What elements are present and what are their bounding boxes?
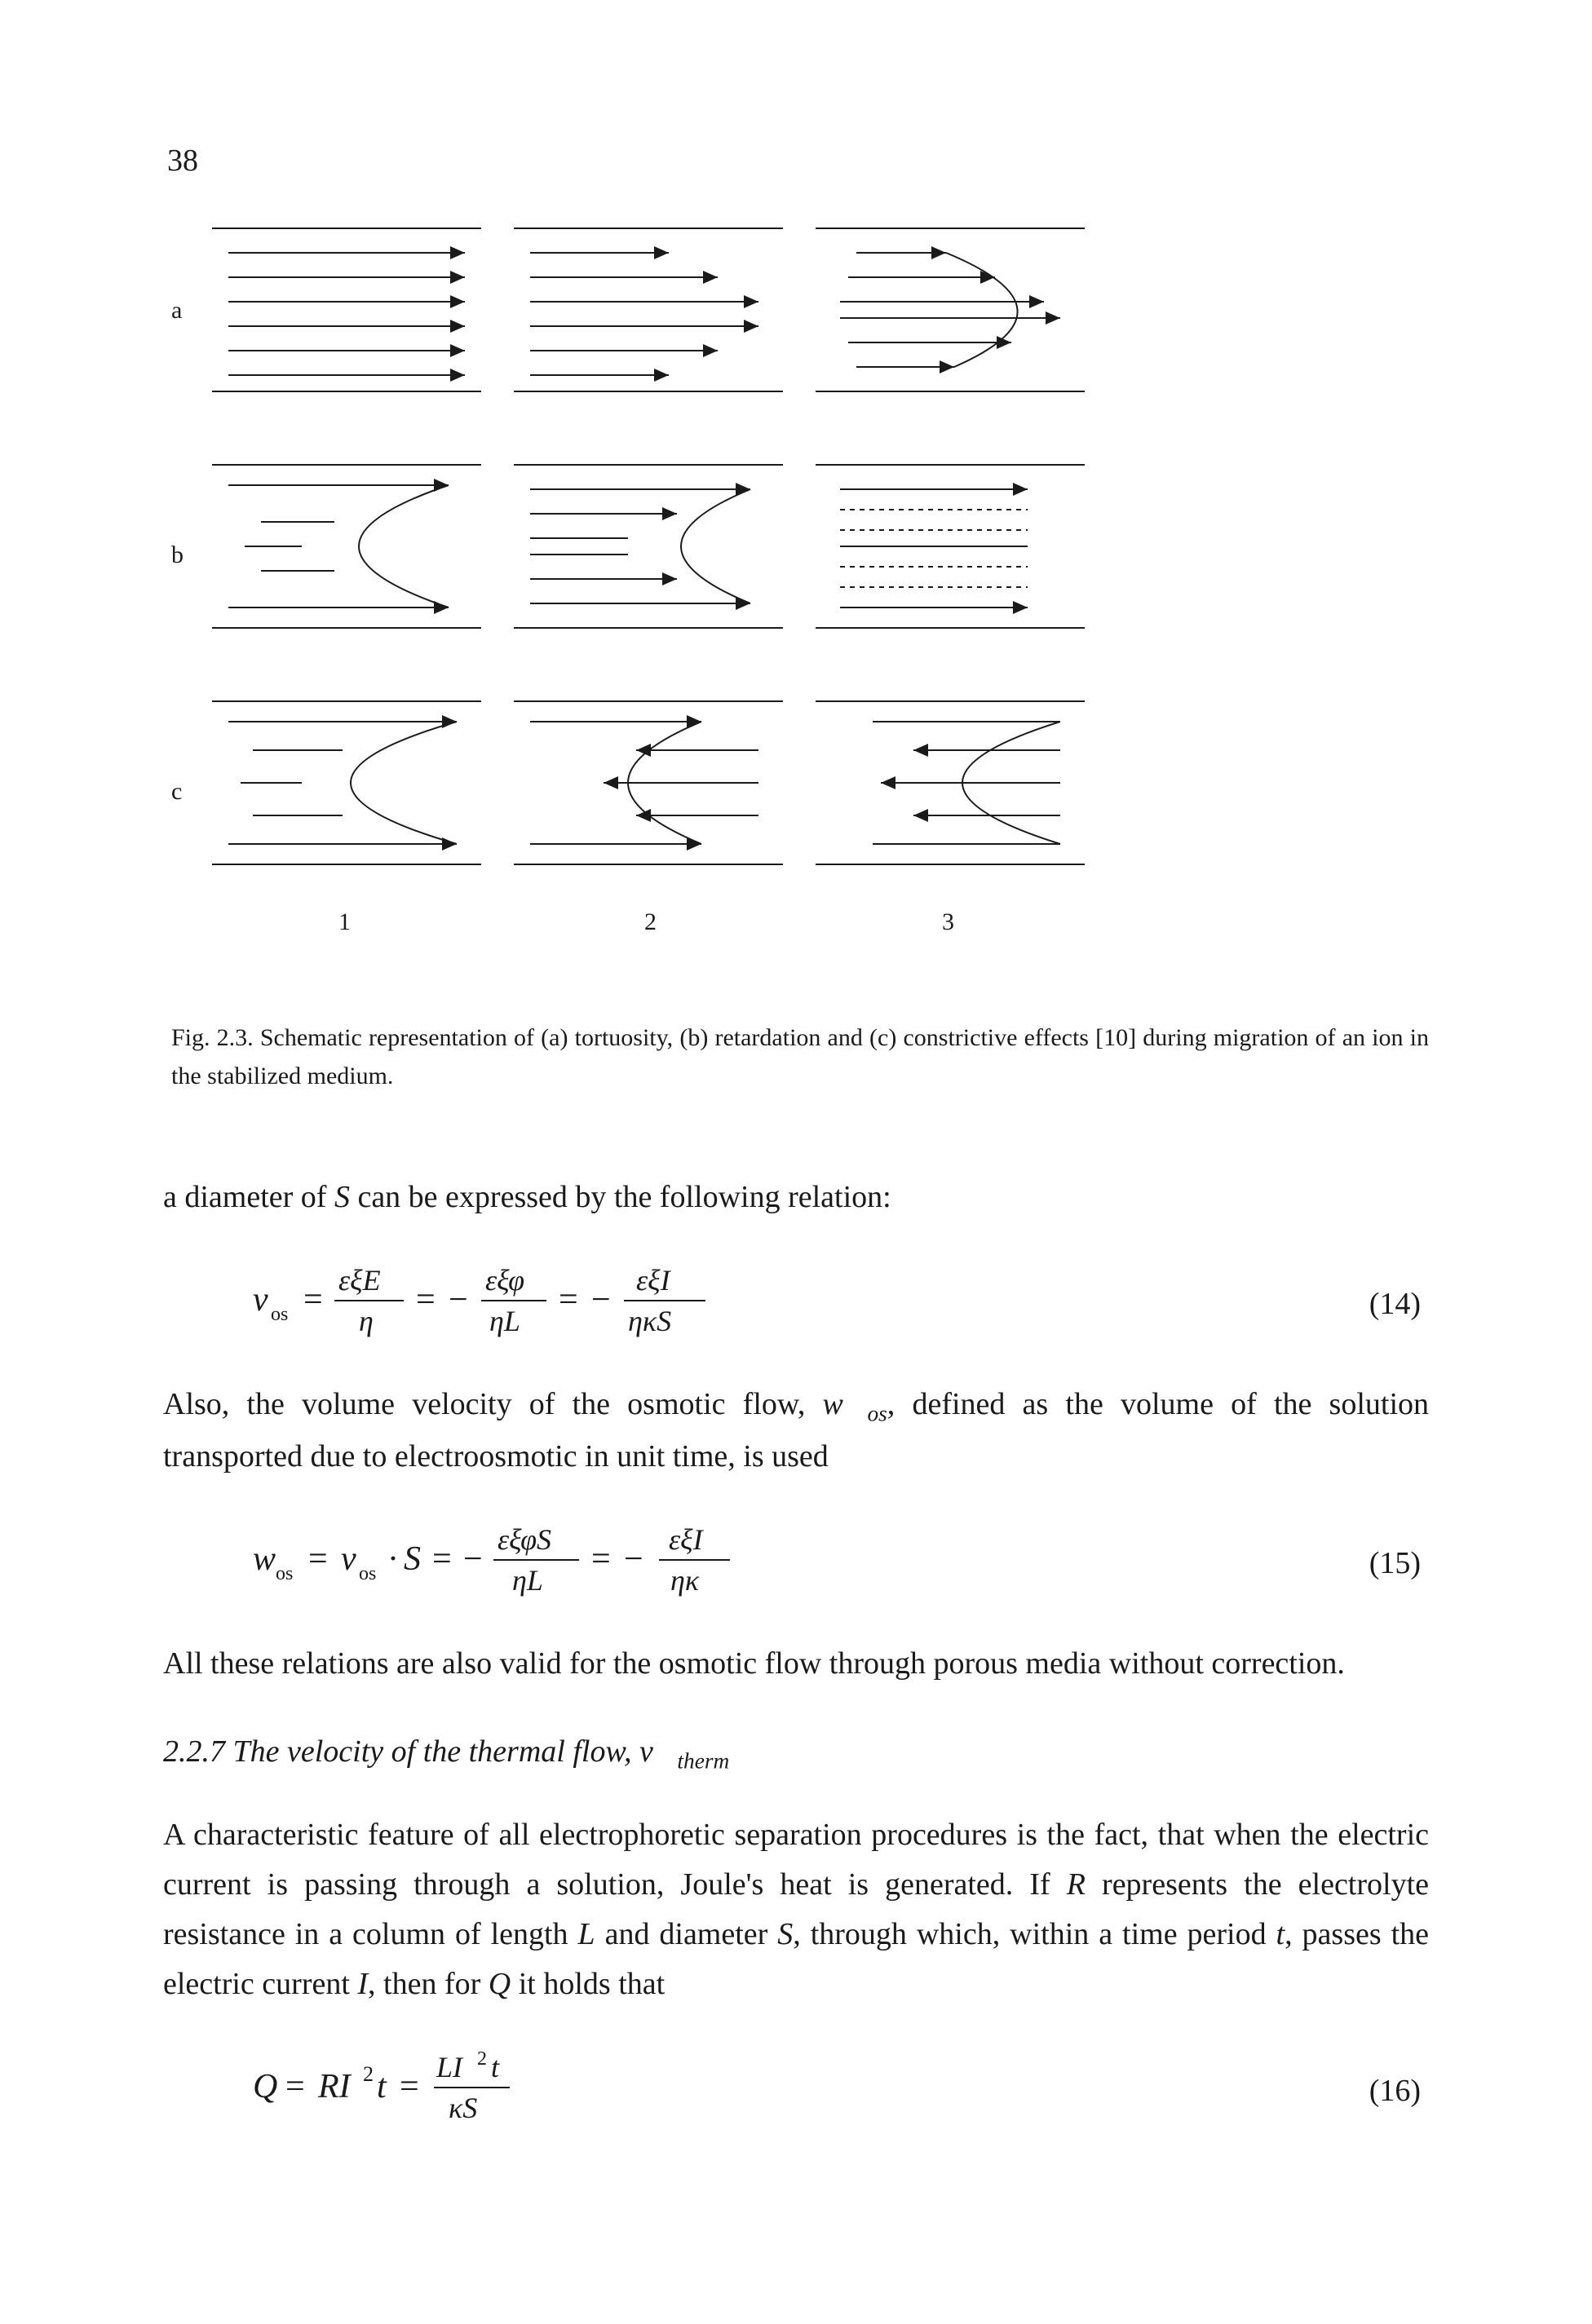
row-c <box>212 701 1085 864</box>
svg-text:ηL: ηL <box>512 1564 543 1597</box>
paragraph-pre-eq16: A characteristic feature of all electrop… <box>163 1810 1429 2008</box>
row-label-b: b <box>171 541 184 568</box>
svg-text:εξE⃗: εξE⃗ <box>338 1264 404 1297</box>
text: a diameter of <box>163 1180 334 1214</box>
svg-text:os: os <box>271 1304 288 1325</box>
section-2-2-7-heading: 2.2.7 The velocity of the thermal flow, … <box>163 1734 1429 1774</box>
svg-text:κS: κS <box>449 2092 477 2124</box>
eq16-number: (16) <box>1369 2073 1421 2109</box>
var-t: t <box>1276 1917 1285 1951</box>
row-b <box>212 465 1085 628</box>
svg-text:os: os <box>276 1563 293 1584</box>
svg-text:εξφ: εξφ <box>485 1264 524 1297</box>
figure-caption: Fig. 2.3. Schematic representation of (a… <box>171 1019 1429 1095</box>
svg-text:ηL: ηL <box>489 1305 520 1337</box>
svg-text:=: = <box>308 1540 328 1578</box>
figure-2-3: a <box>171 220 1429 1095</box>
svg-text:t: t <box>377 2068 387 2105</box>
text: it holds that <box>511 1967 665 2001</box>
svg-text:=: = <box>432 1540 452 1578</box>
svg-text:=: = <box>400 2068 419 2105</box>
col-label-1: 1 <box>338 908 351 935</box>
var-S: S <box>334 1180 350 1214</box>
text: Also, the volume velocity of the osmotic… <box>163 1387 823 1421</box>
svg-text:−: − <box>624 1540 643 1578</box>
figure-2-3-svg: a <box>171 220 1085 979</box>
svg-text:=: = <box>559 1281 578 1319</box>
var-I: I <box>357 1967 368 2001</box>
svg-text:−: − <box>449 1281 468 1319</box>
var-vtherm: v⃗therm <box>639 1734 729 1769</box>
row-label-c: c <box>171 778 182 805</box>
paragraph-pre-eq15: Also, the volume velocity of the osmotic… <box>163 1380 1429 1482</box>
svg-text:=: = <box>303 1281 323 1319</box>
eq15-svg: w⃗ os = v⃗ os · S = − εξφS ηL = − εξI <box>253 1513 873 1610</box>
svg-text:−: − <box>463 1540 483 1578</box>
var-Q: Q <box>489 1967 511 2001</box>
var-wos: w⃗os <box>823 1387 887 1421</box>
paragraph-post-eq15: All these relations are also valid for t… <box>163 1639 1429 1689</box>
text: , then for <box>368 1967 489 2001</box>
eq14-number: (14) <box>1369 1286 1421 1322</box>
svg-text:η: η <box>359 1305 374 1337</box>
svg-text:−: − <box>591 1281 611 1319</box>
text: and diameter <box>595 1917 778 1951</box>
svg-text:εξI: εξI <box>669 1523 705 1556</box>
text: can be expressed by the following relati… <box>350 1180 891 1214</box>
col-label-3: 3 <box>942 908 954 935</box>
eq16-svg: Q = RI 2 t = LI 2 t κS <box>253 2040 677 2138</box>
svg-text:=: = <box>416 1281 436 1319</box>
var-L: L <box>578 1917 595 1951</box>
paragraph-pre-eq14: a diameter of S can be expressed by the … <box>163 1173 1429 1222</box>
svg-text:·: · <box>387 1540 399 1578</box>
svg-text:Q: Q <box>253 2068 277 2105</box>
equation-15: w⃗ os = v⃗ os · S = − εξφS ηL = − εξI <box>163 1513 1429 1615</box>
col-label-2: 2 <box>644 908 657 935</box>
eq14-svg: v⃗ os = εξE⃗ η = − εξφ ηL = − εξI <box>253 1253 824 1351</box>
svg-text:t: t <box>491 2051 500 2083</box>
svg-text:εξI: εξI <box>636 1264 672 1297</box>
svg-text:2: 2 <box>477 2048 487 2070</box>
row-label-a: a <box>171 297 182 324</box>
svg-text:os: os <box>359 1563 376 1584</box>
page: 38 a <box>0 0 1592 2324</box>
svg-text:=: = <box>285 2068 305 2105</box>
page-number: 38 <box>167 143 198 179</box>
var-S2: S <box>777 1917 793 1951</box>
var-R: R <box>1067 1867 1086 1902</box>
equation-14: v⃗ os = εξE⃗ η = − εξφ ηL = − εξI <box>163 1253 1429 1355</box>
eq15-number: (15) <box>1369 1545 1421 1581</box>
svg-text:LI: LI <box>436 2051 464 2083</box>
svg-text:εξφS: εξφS <box>498 1523 551 1556</box>
svg-text:ηκ: ηκ <box>670 1564 700 1597</box>
row-a <box>212 228 1085 391</box>
heading-text: 2.2.7 The velocity of the thermal flow, <box>163 1734 639 1769</box>
svg-text:S: S <box>404 1540 421 1578</box>
svg-text:ηκS: ηκS <box>628 1305 671 1337</box>
svg-text:2: 2 <box>363 2062 374 2086</box>
svg-text:=: = <box>591 1540 611 1578</box>
svg-text:RI: RI <box>317 2068 352 2105</box>
text: , through which, within a time period <box>793 1917 1276 1951</box>
equation-16: Q = RI 2 t = LI 2 t κS (16) <box>163 2040 1429 2142</box>
